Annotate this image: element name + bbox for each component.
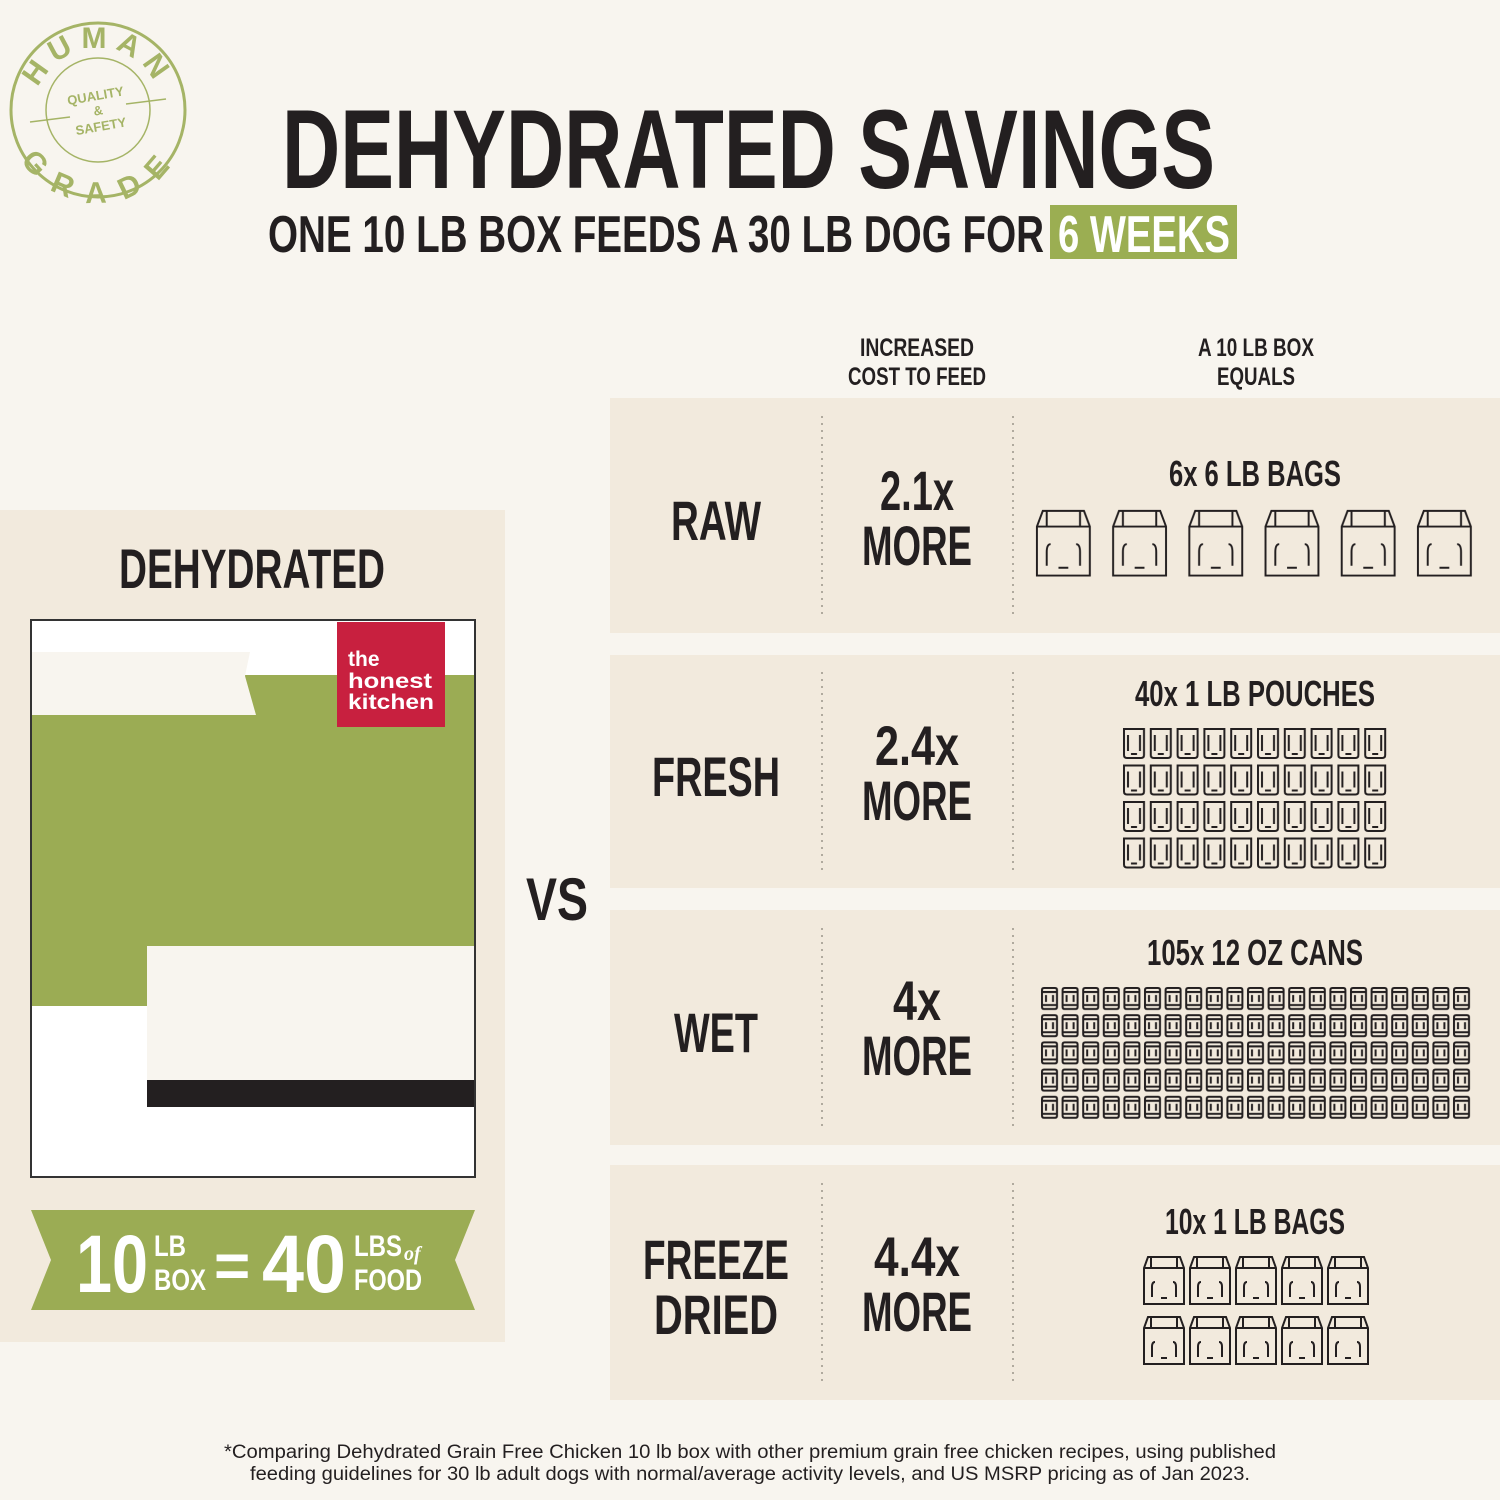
cost-value: 2.4x [875,714,959,777]
cost-value: 4.4x [874,1225,960,1288]
column-headers: INCREASED COST TO FEED A 10 LB BOX EQUAL… [848,334,1314,391]
banner-unit: LB [154,1230,186,1263]
banner-unit: LBS [354,1230,402,1263]
footnote: *Comparing Dehydrated Grain Free Chicken… [224,1442,1276,1485]
cost-label: MORE [862,769,972,832]
row-label: WET [674,1001,758,1064]
cost-label: MORE [862,514,972,577]
can-icons [1040,986,1473,1122]
banner-unit: BOX [154,1264,206,1297]
column-header: A 10 LB BOX [1198,334,1314,362]
row-labels: RAW FRESH WET FREEZE DRIED [643,489,789,1346]
logo-box [337,622,445,727]
equals-label: 105x 12 OZ CANS [1147,932,1363,973]
vs: VS [526,866,588,933]
column-header: EQUALS [1217,363,1295,391]
logo: the honest kitchen [348,648,434,714]
badge-inner-ring [45,57,151,163]
banner-number: 10 [76,1219,148,1310]
equals-label: 40x 1 LB POUCHES [1135,673,1375,714]
bag-icons [1033,505,1490,581]
logo-word: kitchen [348,691,434,714]
equals-label: 6x 6 LB BAGS [1169,453,1341,494]
footnote-line: feeding guidelines for 30 lb adult dogs … [250,1464,1250,1485]
banner-of: of [404,1243,423,1265]
cost-label: MORE [862,1024,972,1087]
left-title: DEHYDRATED [119,537,385,600]
banner-text: 10 LB BOX = 40 LBS of FOOD [76,1219,423,1310]
badge-rule [29,116,71,123]
box-label [32,652,256,715]
product-box: the honest kitchen [30,619,476,1178]
badge-ring [9,21,187,199]
badge [9,21,187,199]
cost-value: 4x [893,969,941,1032]
logo-word: the [348,648,380,671]
banner-number: 40 [262,1219,346,1310]
row-label: FREEZE [643,1228,789,1291]
banner-equals: = [214,1232,250,1301]
badge-word: & [92,102,104,118]
column-header: INCREASED [860,334,974,362]
box-panel [147,946,474,1080]
logo-word: honest [348,670,432,693]
dividers [821,416,1014,1382]
column-header: COST TO FEED [848,363,986,391]
row-label: RAW [671,489,761,552]
pouch-icons [1122,727,1390,873]
box-bar [147,1080,474,1107]
subtitle: ONE 10 LB BOX FEEDS A 30 LB DOG FOR [268,206,1044,264]
small-bag-icons [1142,1254,1372,1374]
highlight-box [1050,205,1237,259]
title: DEHYDRATED SAVINGS [282,87,1215,212]
banner [31,1210,475,1310]
row-label: FRESH [652,745,780,808]
cost-value: 2.1x [880,459,954,522]
banner-unit: FOOD [354,1264,422,1297]
footnote-line: *Comparing Dehydrated Grain Free Chicken… [224,1442,1276,1463]
cost-label: MORE [862,1280,972,1343]
badge-rule [125,98,167,105]
equals-labels: 6x 6 LB BAGS 40x 1 LB POUCHES 105x 12 OZ… [1135,453,1375,1242]
row-label: DRIED [654,1283,778,1346]
cost-values: 2.1x MORE 2.4x MORE 4x MORE 4.4x MORE [862,459,972,1343]
equals-label: 10x 1 LB BAGS [1165,1201,1345,1242]
highlight: 6 WEEKS [1058,206,1230,264]
